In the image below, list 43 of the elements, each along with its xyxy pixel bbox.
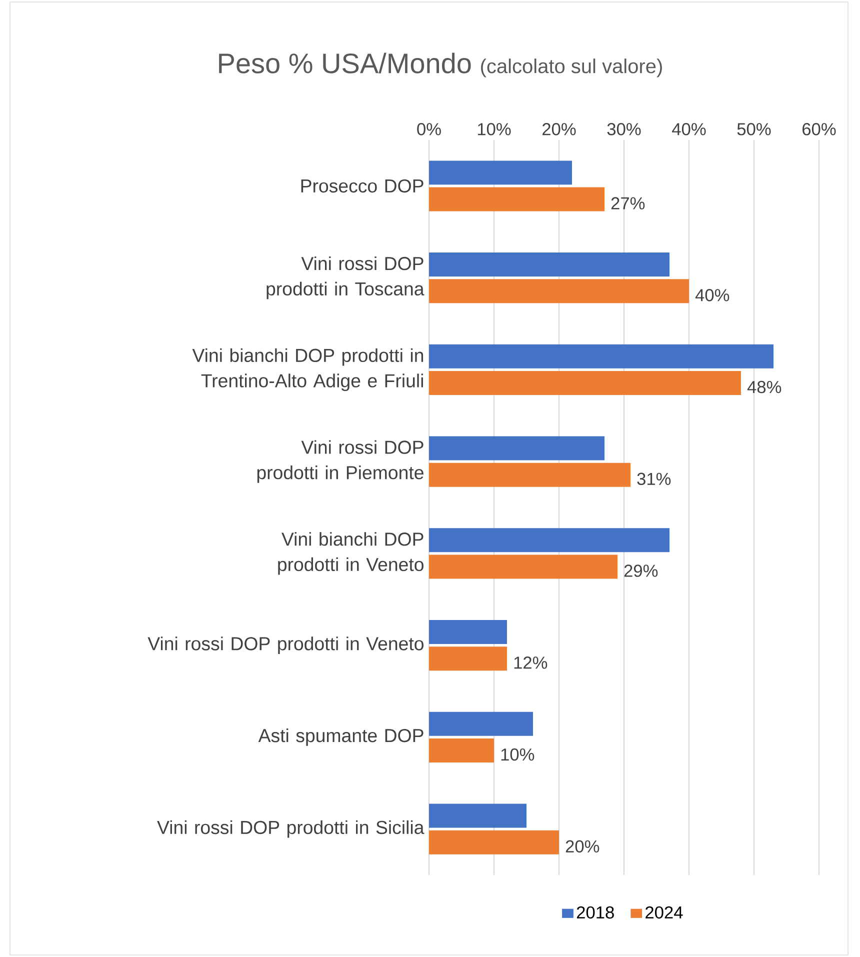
chart-title: Peso % USA/Mondo (219, 52, 471, 74)
data-label: 40% (695, 289, 730, 302)
bar (428, 528, 670, 552)
bar (428, 252, 670, 276)
y-tick-label: Vini bianchi DOP prodotti in Veneto (278, 532, 424, 575)
x-tick-label: 0% (417, 123, 441, 136)
y-tick-label: Vini rossi DOP prodotti in Sicilia (157, 820, 424, 838)
x-tick-label: 50% (737, 123, 771, 136)
data-label: 48% (747, 380, 782, 394)
x-tick-label: 20% (542, 123, 576, 136)
y-tick-label: Vini rossi DOP prodotti in Piemonte (257, 440, 424, 483)
legend-label: 2024 (646, 906, 683, 919)
x-tick-label: 60% (802, 123, 836, 136)
bar (428, 738, 494, 763)
bar (428, 371, 741, 396)
bar (428, 187, 604, 212)
bar (428, 804, 526, 828)
bar (428, 646, 507, 671)
bar (428, 344, 774, 368)
data-label: 20% (566, 840, 600, 853)
bar (428, 462, 630, 487)
bar (428, 160, 572, 185)
bar (428, 830, 559, 854)
data-label: 27% (611, 197, 645, 210)
bar (428, 436, 604, 460)
data-label: 10% (501, 748, 534, 761)
bar (428, 712, 533, 736)
y-tick-label: Asti spumante DOP (258, 728, 424, 746)
chart-subtitle: (calcolato sul valore) (481, 58, 662, 78)
data-label: 31% (637, 472, 671, 486)
legend-label: 2018 (576, 906, 614, 919)
y-tick-label: Vini bianchi DOP prodotti in Trentino-Alto Adige e Friuli (192, 348, 424, 392)
bar (428, 279, 689, 304)
x-tick-label: 30% (607, 123, 641, 136)
y-tick-label: Vini rossi DOP prodotti in Toscana (266, 256, 424, 300)
x-tick-label: 40% (672, 123, 706, 136)
data-label: 12% (514, 656, 548, 669)
bar (428, 554, 618, 579)
bar (428, 620, 507, 644)
y-tick-label: Prosecco DOP (301, 179, 424, 193)
x-tick-label: 10% (478, 123, 511, 136)
y-tick-label: Vini rossi DOP prodotti in Veneto (148, 636, 424, 654)
data-label: 29% (624, 564, 658, 577)
